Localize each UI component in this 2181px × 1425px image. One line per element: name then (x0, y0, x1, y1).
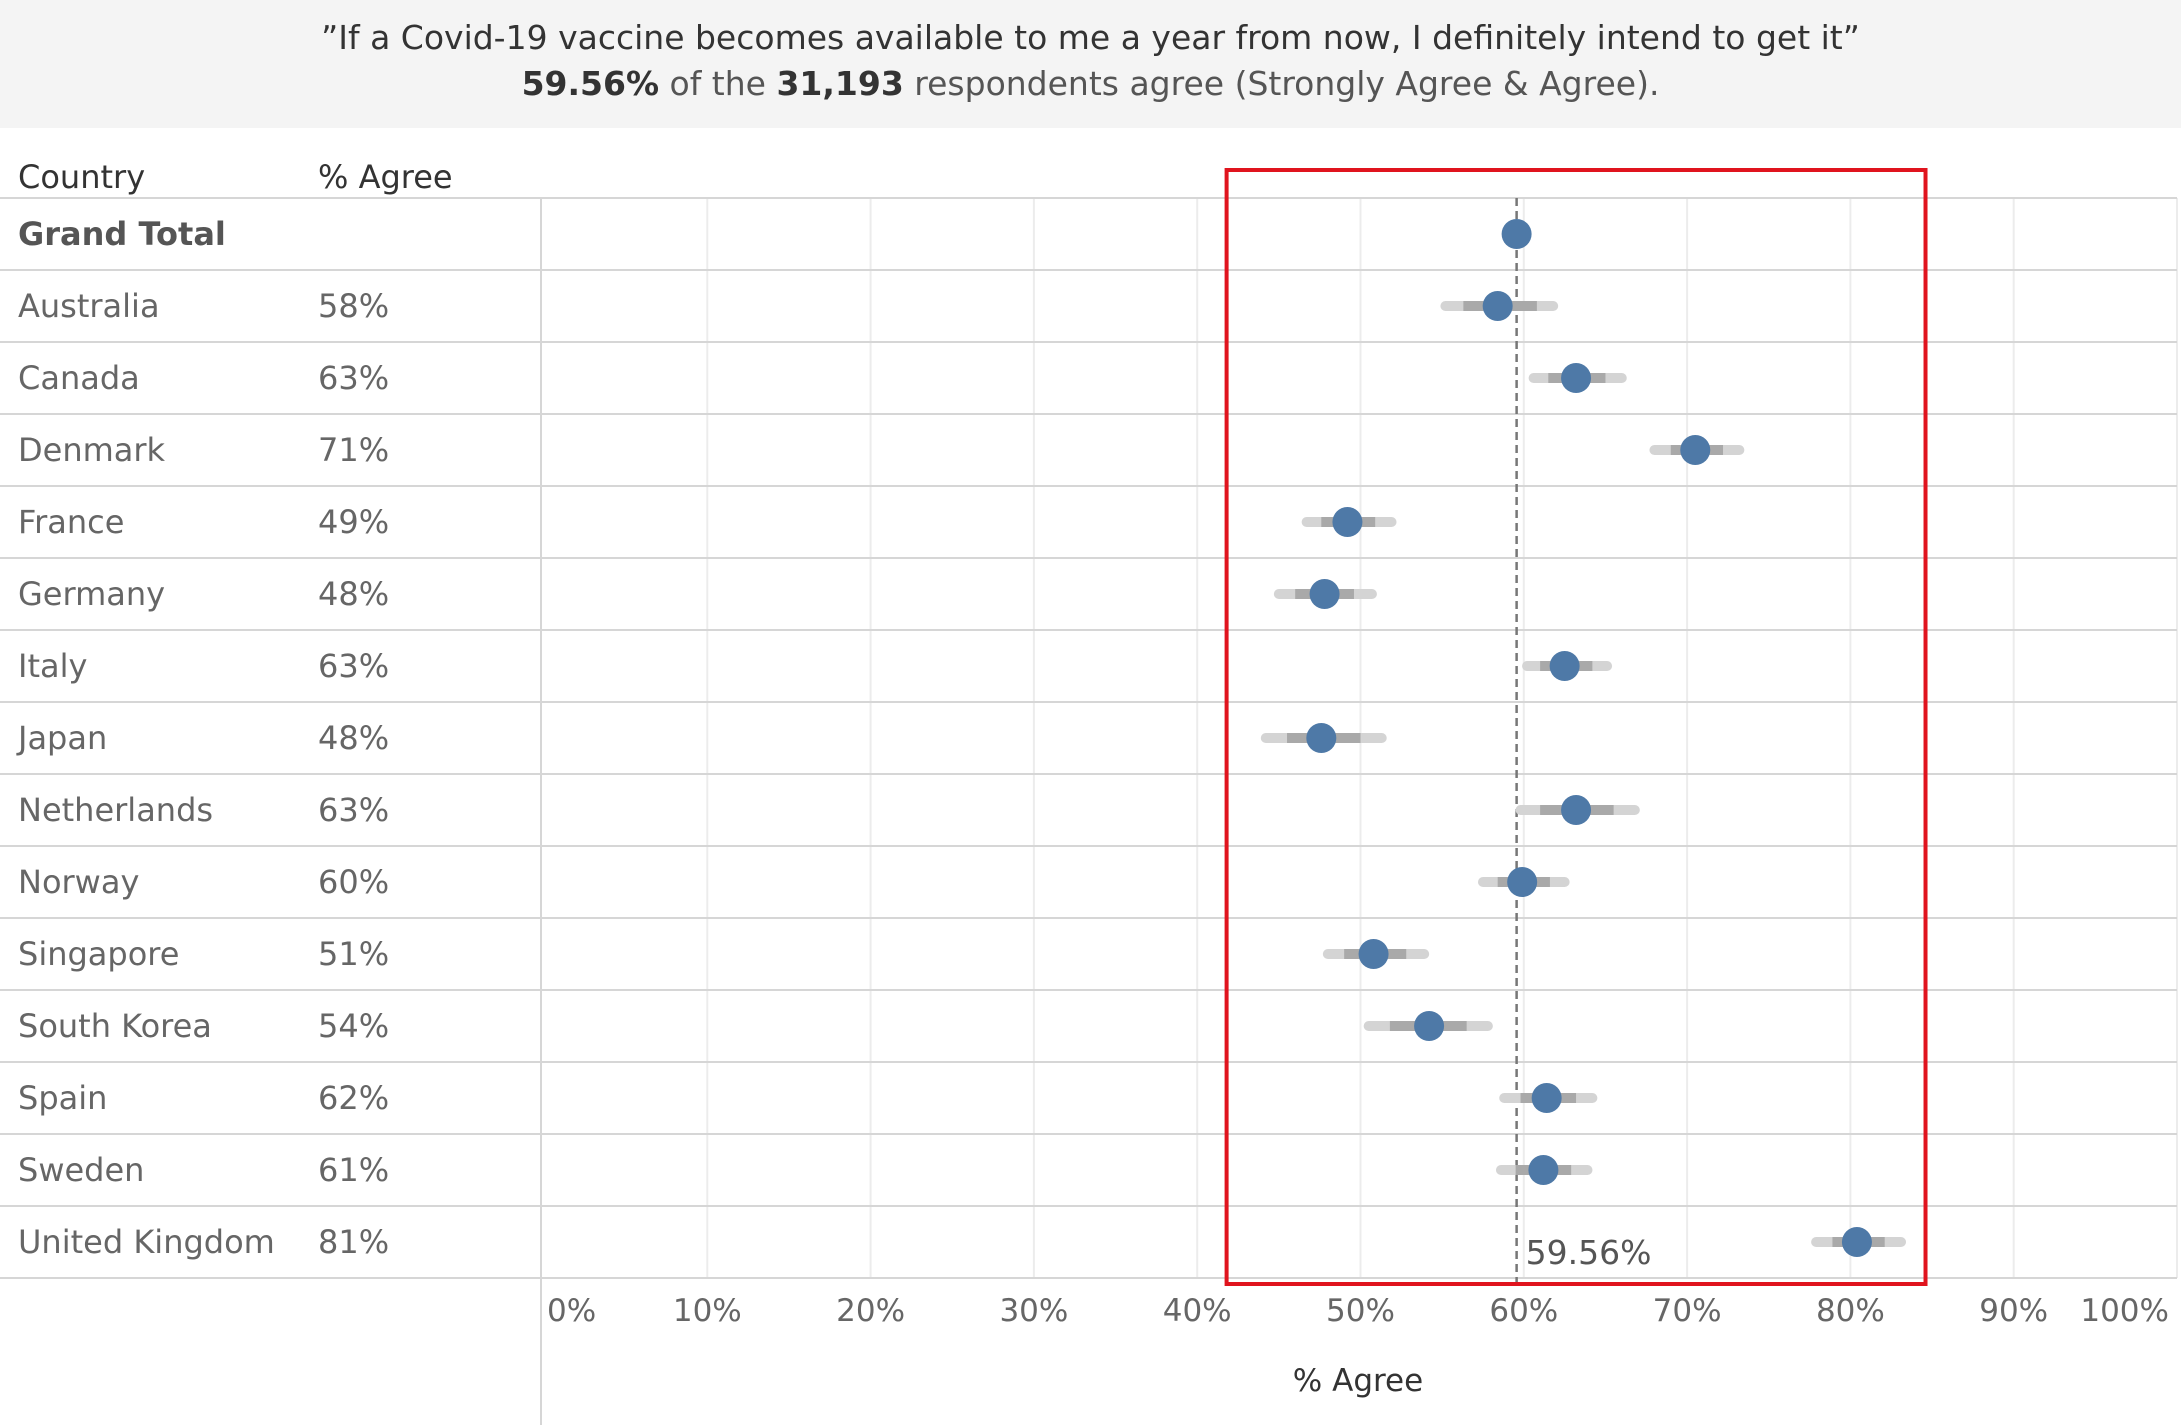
x-axis-ticks: 0% 10% 20% 30% 40% 50% 60% 70% 80% 90% 100% (547, 1293, 2169, 1329)
agree-value: 71% (318, 431, 389, 469)
country-label: Canada (18, 359, 140, 397)
data-point (1501, 219, 1532, 249)
country-label: Sweden (18, 1151, 144, 1189)
data-point (1528, 1155, 1559, 1185)
country-label: United Kingdom (18, 1223, 275, 1261)
country-label: Japan (16, 719, 107, 757)
header-quote: ”If a Covid-19 vaccine becomes available… (321, 18, 1860, 57)
header-respondents: 31,193 (776, 64, 904, 103)
header-stat-mid: of the (659, 64, 777, 103)
x-tick-label: 90% (1979, 1293, 2048, 1329)
country-label: South Korea (18, 1007, 212, 1045)
column-header-country: Country (18, 158, 145, 196)
country-label: Norway (18, 863, 139, 901)
data-point (1482, 291, 1513, 321)
data-points (1306, 219, 1872, 1257)
chart-header: ”If a Covid-19 vaccine becomes available… (0, 0, 2181, 128)
agree-value: 49% (318, 503, 389, 541)
x-axis-title: % Agree (1293, 1363, 1423, 1399)
data-point (1507, 867, 1538, 897)
highlight-box-group (1224, 168, 1928, 1286)
agree-value: 48% (318, 719, 389, 757)
country-label: Denmark (18, 431, 166, 469)
agree-value: 54% (318, 1007, 389, 1045)
reference-line-group: 59.56% (1515, 198, 1652, 1286)
x-tick-label: 20% (836, 1293, 905, 1329)
header-stat-end: respondents agree (Strongly Agree & Agre… (903, 64, 1660, 103)
x-tick-label: 30% (999, 1293, 1068, 1329)
country-label: Netherlands (18, 791, 213, 829)
agree-value: 81% (318, 1223, 389, 1261)
data-point (1561, 363, 1592, 393)
agree-value: 63% (318, 791, 389, 829)
agree-value: 60% (318, 863, 389, 901)
x-tick-label: 0% (547, 1293, 596, 1329)
agree-value: 63% (318, 359, 389, 397)
x-tick-label: 70% (1653, 1293, 1722, 1329)
agree-value: 62% (318, 1079, 389, 1117)
agree-value: 58% (318, 287, 389, 325)
row-labels: Grand Total Australia 58% Canada 63% Denmark 7… (16, 215, 389, 1261)
data-point (1680, 435, 1711, 465)
data-point (1841, 1227, 1872, 1257)
x-tick-label: 50% (1326, 1293, 1395, 1329)
vertical-gridlines (706, 198, 2178, 1278)
header-summary: 59.56% of the 31,193 respondents agree (… (0, 64, 2181, 103)
country-label: Singapore (18, 935, 179, 973)
x-tick-label: 80% (1816, 1293, 1885, 1329)
agree-value: 51% (318, 935, 389, 973)
agree-value: 61% (318, 1151, 389, 1189)
header-stat-value: 59.56% (521, 64, 660, 103)
agree-value: 63% (318, 647, 389, 685)
grand-total-label: Grand Total (18, 215, 226, 253)
data-point (1561, 795, 1592, 825)
country-label: Spain (18, 1079, 107, 1117)
column-header-agree: % Agree (318, 158, 453, 196)
row-separators (0, 197, 2177, 1425)
agree-value: 48% (318, 575, 389, 613)
data-point (1531, 1083, 1562, 1113)
country-label: Italy (18, 647, 87, 685)
data-point (1309, 579, 1340, 609)
data-point (1306, 723, 1337, 753)
highlight-box (1224, 168, 1928, 1286)
reference-line-label: 59.56% (1526, 1233, 1652, 1272)
data-point (1414, 1011, 1445, 1041)
data-point (1358, 939, 1389, 969)
country-label: Germany (18, 575, 165, 613)
x-tick-label: 40% (1163, 1293, 1232, 1329)
country-label: Australia (18, 287, 160, 325)
x-tick-label: 60% (1489, 1293, 1558, 1329)
data-point (1549, 651, 1580, 681)
data-point (1332, 507, 1363, 537)
x-tick-label: 10% (673, 1293, 742, 1329)
x-tick-label: 100% (2080, 1293, 2169, 1329)
country-label: France (18, 503, 124, 541)
